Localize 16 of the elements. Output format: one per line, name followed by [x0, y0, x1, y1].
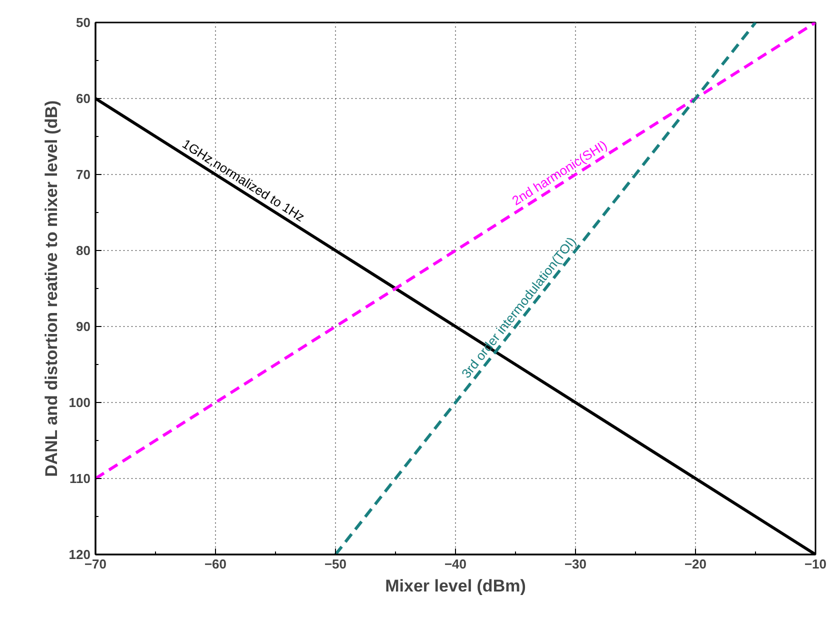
y-tick-label: 80	[76, 243, 91, 258]
x-axis-title: Mixer level (dBm)	[385, 576, 526, 596]
x-tick-label: −20	[684, 556, 707, 572]
y-tick-label: 50	[76, 15, 91, 30]
y-tick-label: 120	[68, 547, 91, 562]
y-tick-label: 60	[76, 91, 91, 106]
x-tick-label: −50	[324, 556, 347, 572]
y-axis-title: DANL and distortion reative to mixer level (dB)	[42, 100, 61, 477]
x-tick-label: −60	[204, 556, 227, 572]
y-tick-label: 90	[76, 319, 91, 334]
x-tick-label: −10	[804, 556, 827, 572]
x-tick-label: −40	[444, 556, 467, 572]
y-tick-label: 70	[76, 167, 91, 182]
y-tick-label: 110	[70, 471, 91, 486]
x-tick-label: −30	[564, 556, 587, 572]
y-tick-label: 100	[68, 395, 91, 410]
